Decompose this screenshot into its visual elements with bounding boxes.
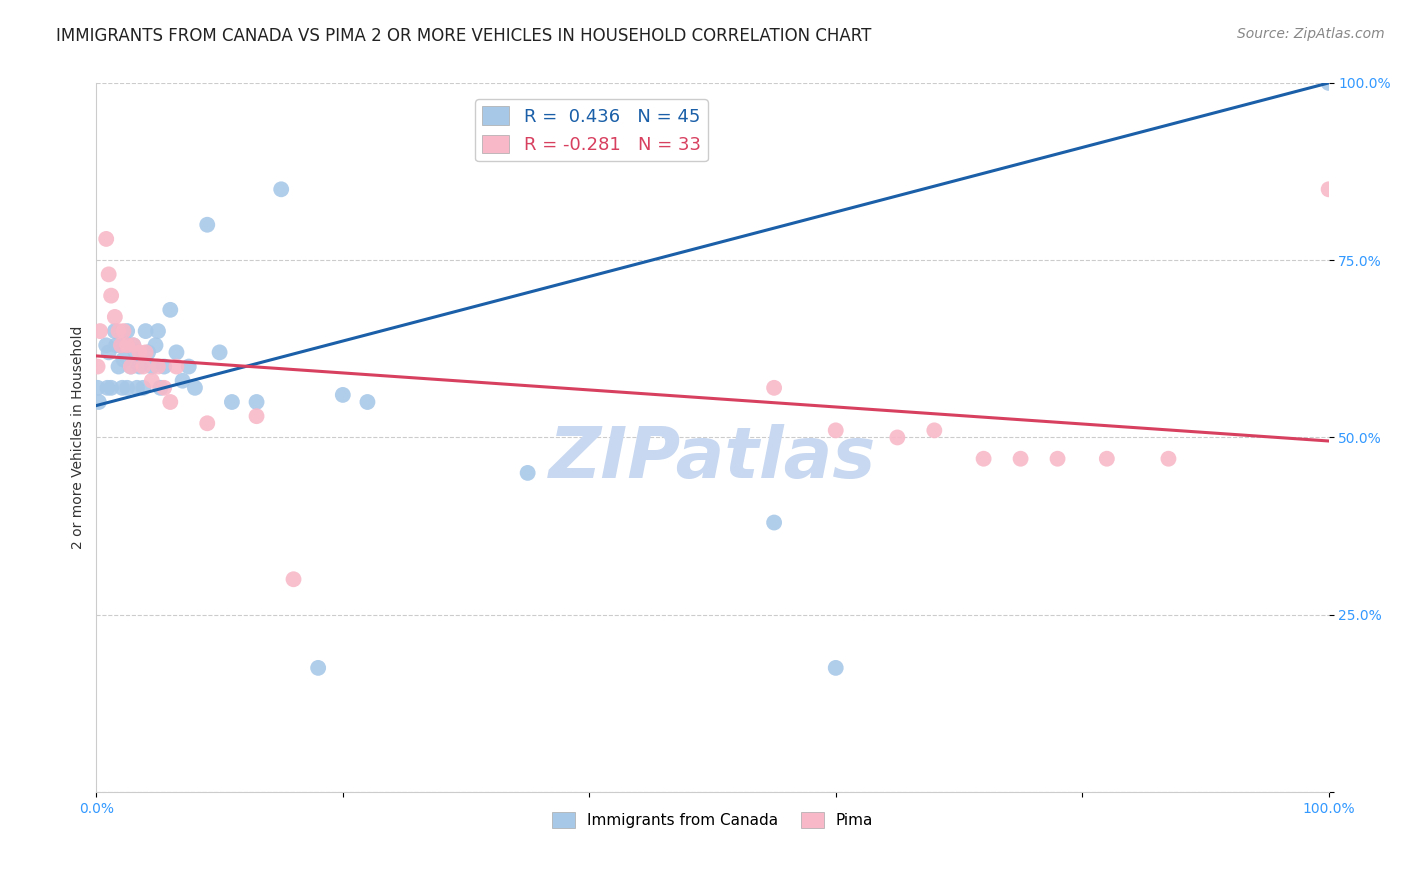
Point [141,374,163,388]
Point [824,423,846,437]
Point [153,359,176,374]
Point [886,430,908,444]
Point [270,182,292,196]
Point [115,338,138,352]
Point [135,345,157,359]
Point [145,338,167,352]
Point [195,417,218,431]
Point [159,302,181,317]
Point [221,395,243,409]
Point [96,381,118,395]
Point [97,345,120,359]
Point [177,359,200,374]
Point [128,359,150,374]
Point [107,359,129,374]
Point [245,395,267,409]
Point [763,381,786,395]
Point [172,374,194,388]
Point [149,381,172,395]
Point [184,381,207,395]
Point [97,268,120,282]
Point [86,381,108,395]
Point [307,661,329,675]
Point [136,345,159,359]
Point [1095,451,1118,466]
Point [1010,451,1032,466]
Point [132,381,155,395]
Point [122,338,145,352]
Point [100,381,122,395]
Y-axis label: 2 or more Vehicles in Household: 2 or more Vehicles in Household [72,326,86,549]
Point [89,324,111,338]
Point [115,338,138,352]
Point [924,423,946,437]
Point [112,352,135,367]
Point [110,338,132,352]
Point [86,359,108,374]
Point [208,345,231,359]
Text: Source: ZipAtlas.com: Source: ZipAtlas.com [1237,27,1385,41]
Point [146,359,169,374]
Point [125,381,148,395]
Point [107,324,129,338]
Point [96,338,118,352]
Point [165,345,187,359]
Point [104,310,127,324]
Point [516,466,538,480]
Point [112,324,135,338]
Point [120,359,142,374]
Point [146,324,169,338]
Point [120,359,142,374]
Point [973,451,995,466]
Point [283,572,305,586]
Point [110,338,132,352]
Point [245,409,267,424]
Point [356,395,378,409]
Point [122,338,145,352]
Point [87,395,110,409]
Point [115,324,138,338]
Point [1317,76,1340,90]
Point [1046,451,1069,466]
Point [132,359,155,374]
Point [96,232,118,246]
Text: ZIPatlas: ZIPatlas [548,425,876,493]
Point [1157,451,1180,466]
Point [135,324,157,338]
Point [141,359,163,374]
Text: IMMIGRANTS FROM CANADA VS PIMA 2 OR MORE VEHICLES IN HOUSEHOLD CORRELATION CHART: IMMIGRANTS FROM CANADA VS PIMA 2 OR MORE… [56,27,872,45]
Point [824,661,846,675]
Point [165,359,187,374]
Point [763,516,786,530]
Point [125,345,148,359]
Point [104,324,127,338]
Point [153,381,176,395]
Point [128,345,150,359]
Point [195,218,218,232]
Point [332,388,354,402]
Point [105,338,128,352]
Point [115,381,138,395]
Point [111,381,134,395]
Point [1317,182,1340,196]
Point [100,288,122,302]
Point [159,395,181,409]
Legend: Immigrants from Canada, Pima: Immigrants from Canada, Pima [546,805,880,834]
